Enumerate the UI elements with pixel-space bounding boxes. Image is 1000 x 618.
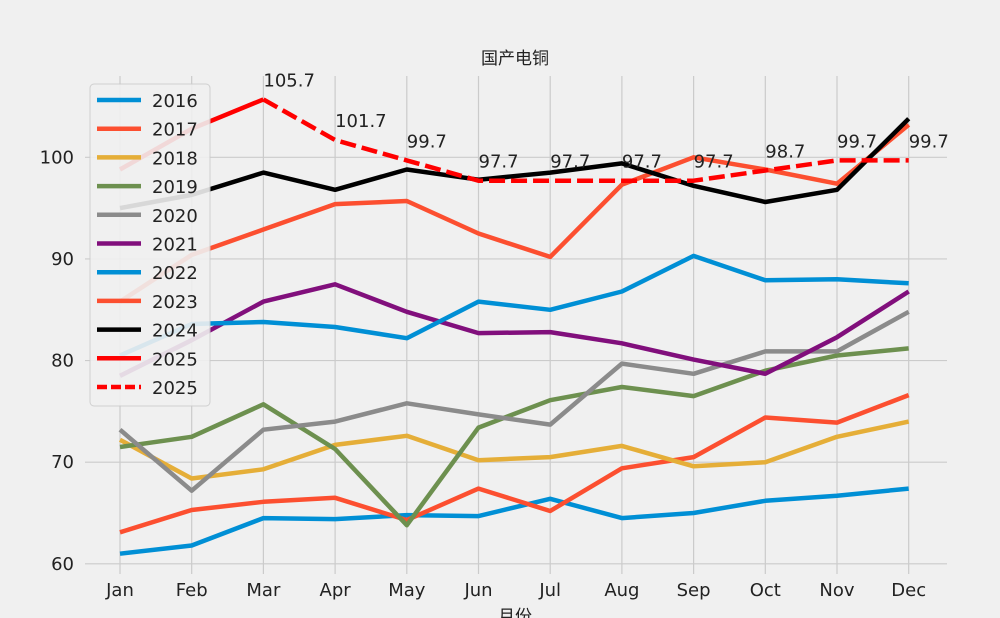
legend-label: 2024 [152, 321, 198, 342]
series-line-2023-7 [118, 123, 911, 304]
legend-label: 2025 [152, 349, 198, 370]
legend-label: 2021 [152, 235, 198, 256]
x-tick-label: Dec [891, 580, 926, 601]
x-tick-label: Apr [320, 580, 352, 601]
annotation-label: 99.7 [837, 131, 877, 152]
annotations: 105.7 101.7 99.7 97.7 97.7 97.7 97.7 98.7 99.7 99… [263, 70, 948, 172]
annotation-label: 97.7 [694, 152, 734, 173]
annotation-label: 99.7 [909, 131, 949, 152]
series-line-2024-8 [119, 117, 911, 211]
annotation-label: 105.7 [263, 70, 315, 91]
series-line-2025-dashed-10 [262, 97, 909, 183]
series-line-2016-0 [119, 486, 909, 556]
x-tick-label: Feb [176, 580, 208, 601]
x-tick-label: Mar [246, 580, 281, 601]
chart-title: 国产电铜 [481, 49, 549, 69]
series-line-2022-6 [119, 253, 909, 358]
x-tick-label: Sep [677, 580, 711, 601]
y-axis-ticks: 60 70 80 90 100 [40, 147, 74, 575]
x-tick-label: Aug [604, 580, 639, 601]
legend-label: 2022 [152, 263, 198, 284]
series-lines [118, 97, 911, 556]
annotation-label: 101.7 [335, 111, 387, 132]
legend-label: 2019 [152, 177, 198, 198]
y-tick-label: 70 [51, 452, 74, 473]
annotation-label: 97.7 [479, 152, 519, 173]
annotation-label: 97.7 [550, 152, 590, 173]
y-tick-label: 100 [40, 147, 74, 168]
annotation-label: 97.7 [622, 152, 662, 173]
x-tick-label: Jul [538, 580, 561, 601]
legend-label: 2018 [152, 148, 198, 169]
legend-label: 2017 [152, 120, 198, 141]
y-tick-label: 90 [51, 249, 74, 270]
x-tick-label: Nov [819, 580, 854, 601]
x-tick-label: Oct [750, 580, 781, 601]
legend-label: 2016 [152, 91, 198, 112]
legend-label: 2023 [152, 292, 198, 313]
series-line-2018-2 [118, 419, 910, 481]
y-tick-label: 60 [51, 554, 74, 575]
legend-label: 2025 [152, 378, 198, 399]
x-tick-label: Jan [105, 580, 134, 601]
x-axis-label: 月份 [498, 607, 532, 618]
legend-label: 2020 [152, 206, 198, 227]
series-line-2017-1 [119, 392, 910, 535]
y-tick-label: 80 [51, 351, 74, 372]
x-tick-label: Jun [463, 580, 492, 601]
x-axis-ticks: Jan Feb Mar Apr May Jun Jul Aug Sep Oct Nov Dec [105, 580, 926, 601]
annotation-label: 99.7 [407, 131, 447, 152]
x-tick-label: May [388, 580, 426, 601]
series-line-2021-5 [118, 282, 910, 378]
legend-box [89, 83, 211, 407]
legend: 2016 2017 2018 2019 2020 2021 2022 2023 2024 2025… [89, 83, 211, 407]
series-line-2020-4 [118, 309, 910, 493]
annotation-label: 98.7 [765, 142, 805, 163]
